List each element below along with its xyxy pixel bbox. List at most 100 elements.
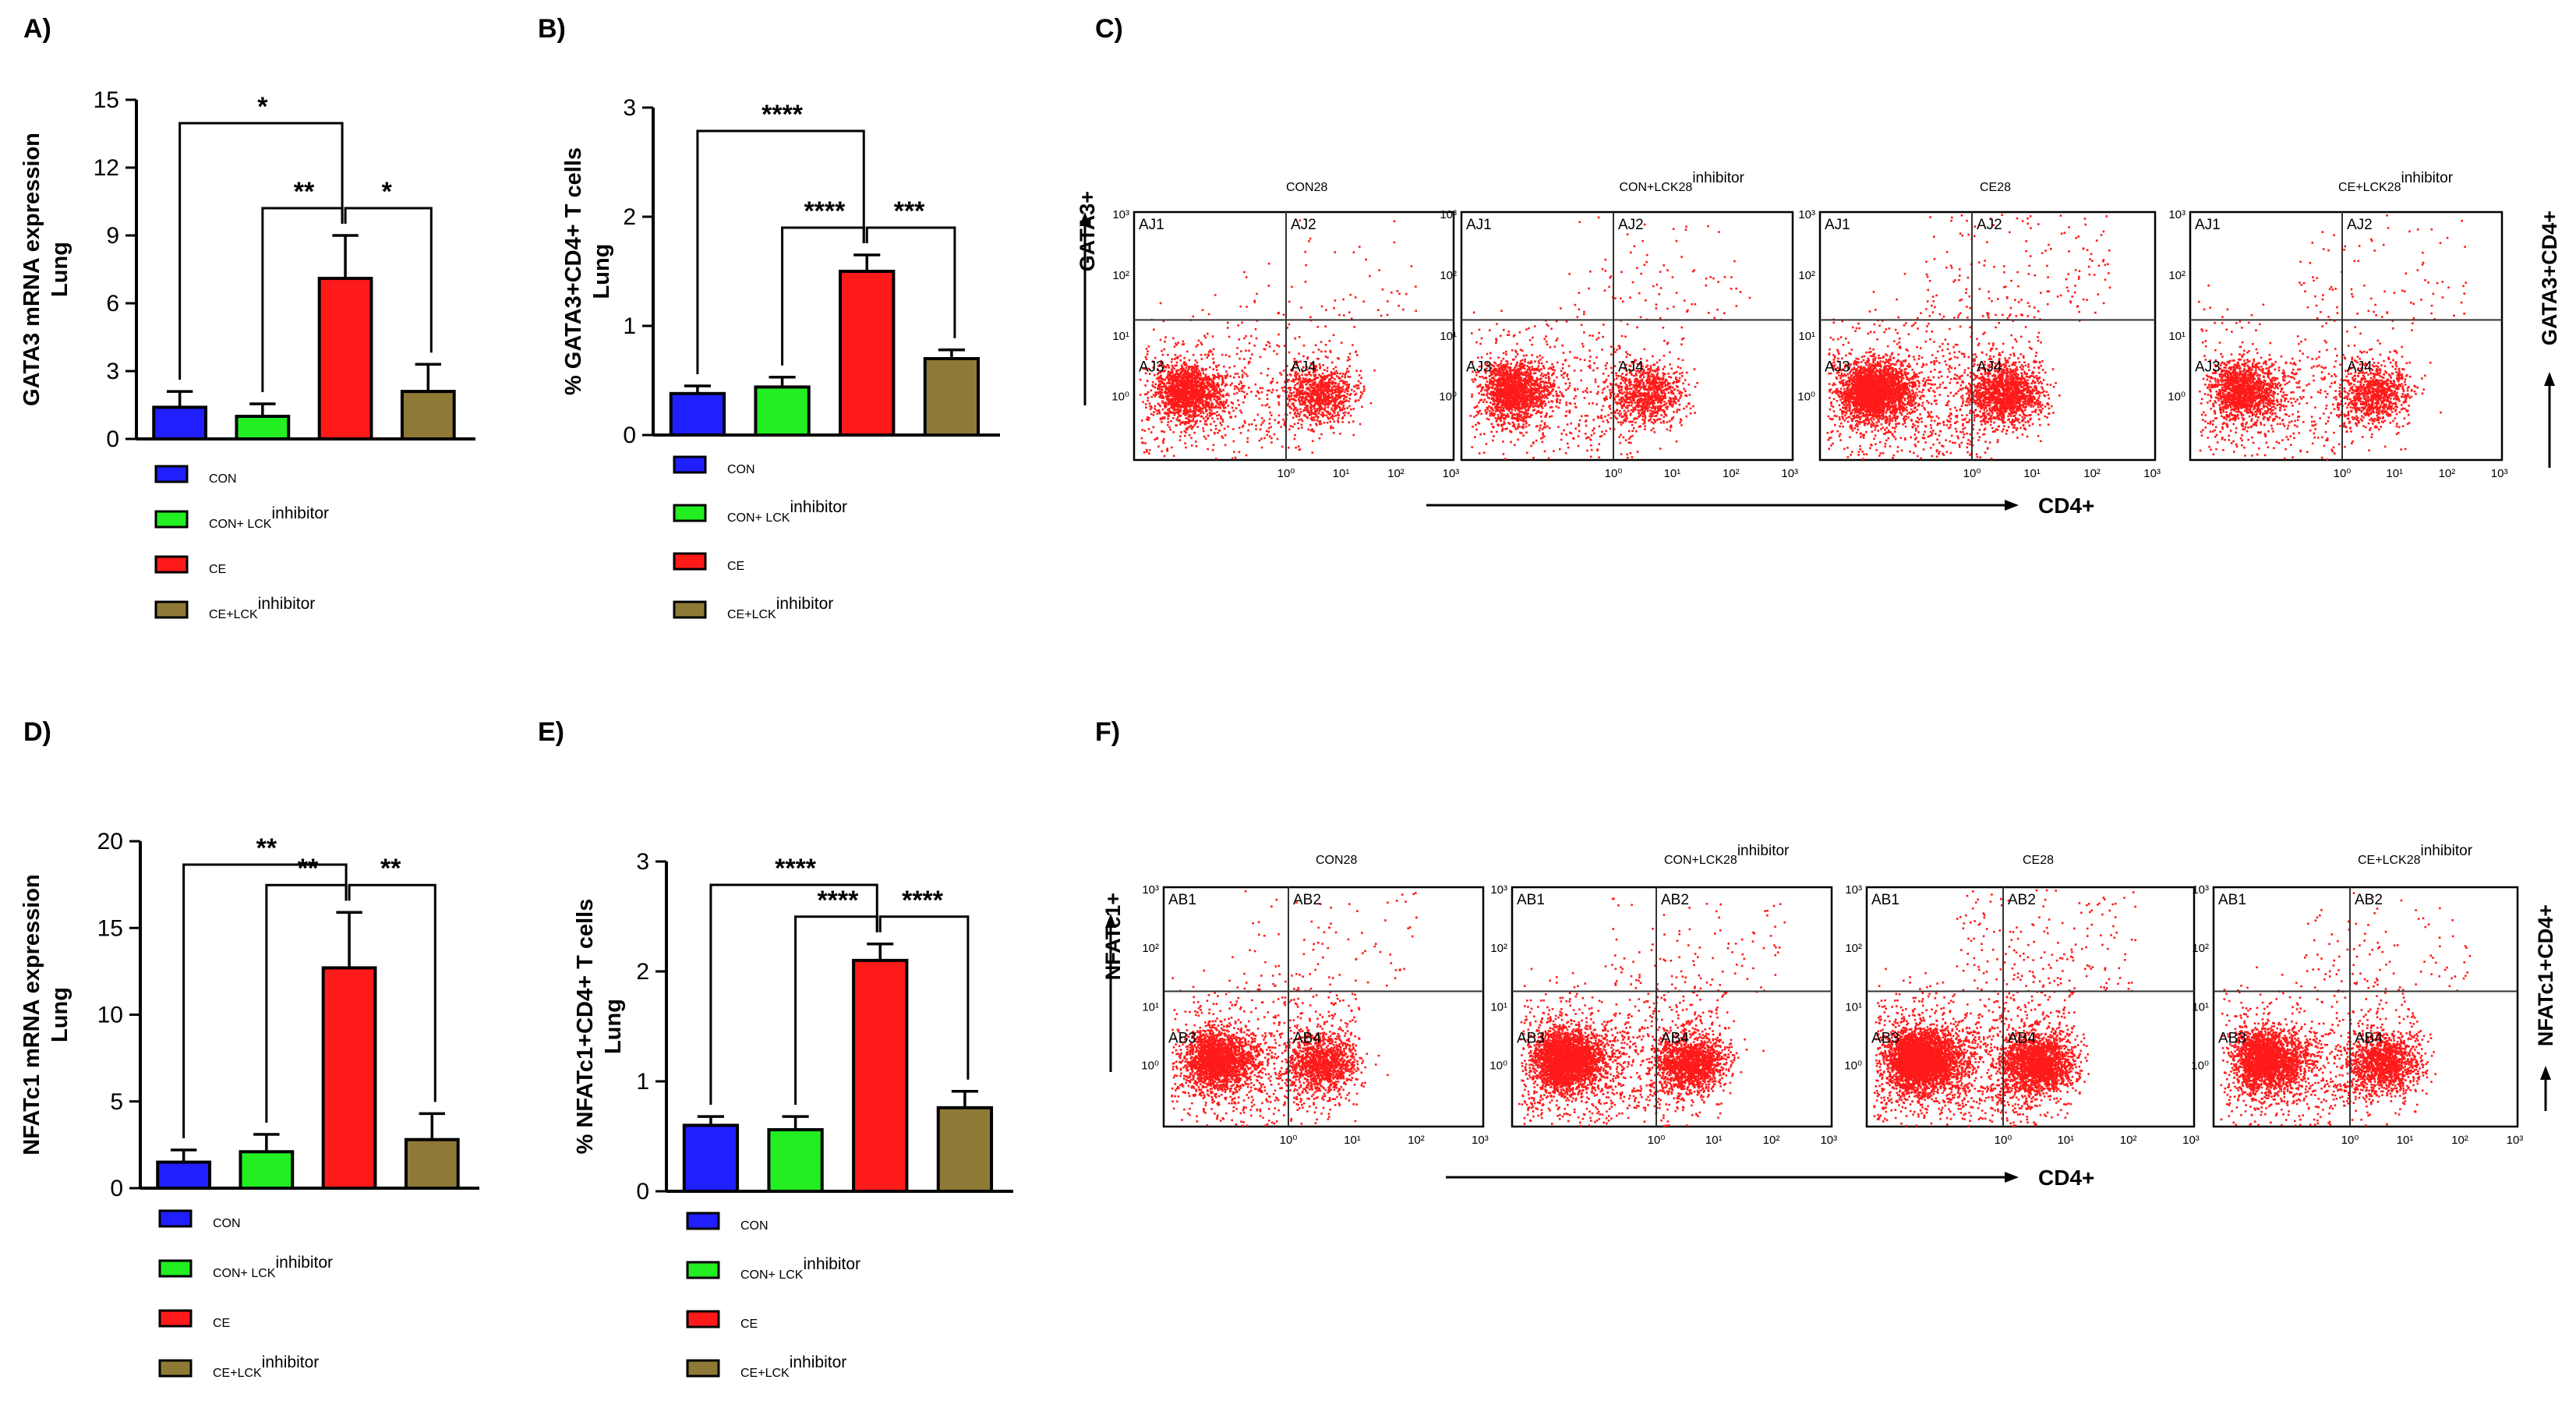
- x-axis-label: CD4+: [2038, 494, 2094, 518]
- y-axis-label-line2: Lung: [48, 242, 72, 297]
- y-tick-label: 10³: [1440, 208, 1457, 221]
- quadrant-label: AJ3: [1466, 359, 1492, 375]
- [object Object]-main: CE: [2023, 854, 2040, 867]
- y-tick-label: 15: [97, 915, 123, 941]
- legend-swatch: [674, 457, 705, 472]
- legend-swatch: [160, 1311, 191, 1326]
- panel-label: B): [538, 14, 566, 44]
- bar-1: [157, 1162, 210, 1188]
- x-tick-label: 10²: [2439, 467, 2456, 480]
- [object Object]: CON+ LCKinhibitor: [209, 504, 329, 531]
- x-tick-label: 10²: [1387, 467, 1405, 480]
- x-tick-label: 10⁰: [1963, 467, 1981, 480]
- quadrant-label: AJ4: [1291, 359, 1316, 375]
- significance-label: ***: [894, 196, 925, 226]
- quadrant-label: AB4: [2355, 1031, 2383, 1047]
- plot-frame: [1164, 887, 1483, 1127]
- y-tick-label: 10¹: [1490, 1000, 1507, 1014]
- [object Object]-main: CON+LCK: [1664, 854, 1723, 867]
- y-tick-label: 0: [106, 426, 119, 452]
- [object Object]-main: CE+LCK: [2358, 854, 2407, 867]
- y-axis-label: % GATA3+CD4+ T cells: [561, 147, 586, 395]
- legend-swatch: [156, 557, 187, 572]
- y-tick-label: 10²: [1142, 942, 1159, 955]
- y-tick-label: 6: [106, 291, 119, 317]
- y-tick-label: 10³: [2192, 883, 2209, 897]
- quadrant-label: AB1: [1871, 892, 1899, 908]
- panel-label: C): [1095, 14, 1123, 44]
- x-tick-label: 10⁰: [2341, 1134, 2359, 1147]
- plot-frame: [2190, 212, 2502, 460]
- quadrant-label: AJ1: [1139, 217, 1164, 233]
- x-tick-label: 10³: [1820, 1134, 1837, 1147]
- panel-label: D): [23, 717, 51, 747]
- y-tick-label: 10³: [1490, 883, 1507, 897]
- quadrant-label: AJ2: [2347, 217, 2373, 233]
- y-tick-label: 10³: [1142, 883, 1159, 897]
- significance-label: *: [257, 92, 268, 122]
- y-tick-label: 10²: [1490, 942, 1507, 955]
- x-tick-label: 10⁰: [1277, 467, 1295, 480]
- x-tick-label: 10²: [1723, 467, 1740, 480]
- x-tick-label: 10¹: [1333, 467, 1350, 480]
- y-tick-label: 10³: [1798, 208, 1815, 221]
- quadrant-label: AB4: [1661, 1031, 1689, 1047]
- y-tick-label: 15: [94, 87, 119, 113]
- [object Object]: CE+LCKinhibitor: [727, 595, 833, 621]
- [object Object]-main: CE+LCK: [2338, 181, 2387, 194]
- [object Object]: CE+LCK28inhibitor: [2358, 843, 2473, 867]
- quadrant-label: AB2: [1293, 892, 1321, 908]
- x-tick-label: 10³: [2143, 467, 2161, 480]
- quadrant-label: AJ3: [2195, 359, 2221, 375]
- quadrant-label: AJ1: [2195, 217, 2221, 233]
- y-tick-label: 0: [623, 423, 636, 448]
- legend-swatch: [687, 1262, 719, 1278]
- x-tick-label: 10³: [2182, 1134, 2200, 1147]
- y-tick-label: 10⁰: [1141, 1060, 1159, 1073]
- [object Object]: CE+LCKinhibitor: [209, 595, 315, 621]
- y-tick-label: 10⁰: [1797, 391, 1815, 404]
- legend-superscript: inhibitor: [790, 498, 847, 516]
- y-tick-label: 10³: [1112, 208, 1129, 221]
- quadrant-label: AB4: [2008, 1031, 2036, 1047]
- legend-swatch: [674, 602, 705, 617]
- [object Object]: CON28: [1286, 181, 1327, 194]
- [object Object]: CON+ LCKinhibitor: [727, 498, 847, 525]
- y-tick-label: 3: [623, 95, 636, 121]
- legend-swatch: [156, 466, 187, 482]
- [object Object]: CON: [213, 1217, 241, 1230]
- bar-2: [755, 387, 808, 435]
- quadrant-label: AJ3: [1825, 359, 1850, 375]
- y-tick-label: 5: [110, 1089, 123, 1115]
- quadrant-label: AJ3: [1139, 359, 1164, 375]
- [object Object]-main: CON: [1286, 181, 1314, 194]
- right-axis-label: GATA3+CD4+: [2538, 211, 2561, 345]
- y-tick-label: 0: [110, 1176, 123, 1201]
- legend-swatch: [687, 1213, 719, 1229]
- y-axis-label: NFATc1 mRNA expression: [19, 874, 44, 1155]
- [object Object]-superscript: 28: [1314, 181, 1328, 194]
- quadrant-label: AJ2: [1291, 217, 1316, 233]
- x-tick-label: 10²: [1408, 1134, 1425, 1147]
- quadrant-label: AJ4: [1618, 359, 1644, 375]
- legend-superscript: inhibitor: [790, 1353, 847, 1371]
- y-tick-label: 20: [97, 829, 123, 854]
- [object Object]-main: CE: [1980, 181, 1997, 194]
- y-axis-label: GATA3 mRNA expression: [19, 133, 44, 406]
- bar-3: [853, 961, 906, 1191]
- legend-superscript: inhibitor: [271, 504, 329, 522]
- [object Object]: CON: [727, 463, 755, 476]
- quadrant-label: AB2: [2355, 892, 2383, 908]
- significance-label: **: [294, 177, 315, 207]
- quadrant-label: AB2: [1661, 892, 1689, 908]
- bar-3: [840, 271, 893, 435]
- significance-label: ****: [902, 886, 944, 915]
- quadrant-label: AB3: [1168, 1031, 1196, 1047]
- y-tick-label: 10¹: [1440, 330, 1457, 343]
- x-tick-label: 10³: [2507, 1134, 2524, 1147]
